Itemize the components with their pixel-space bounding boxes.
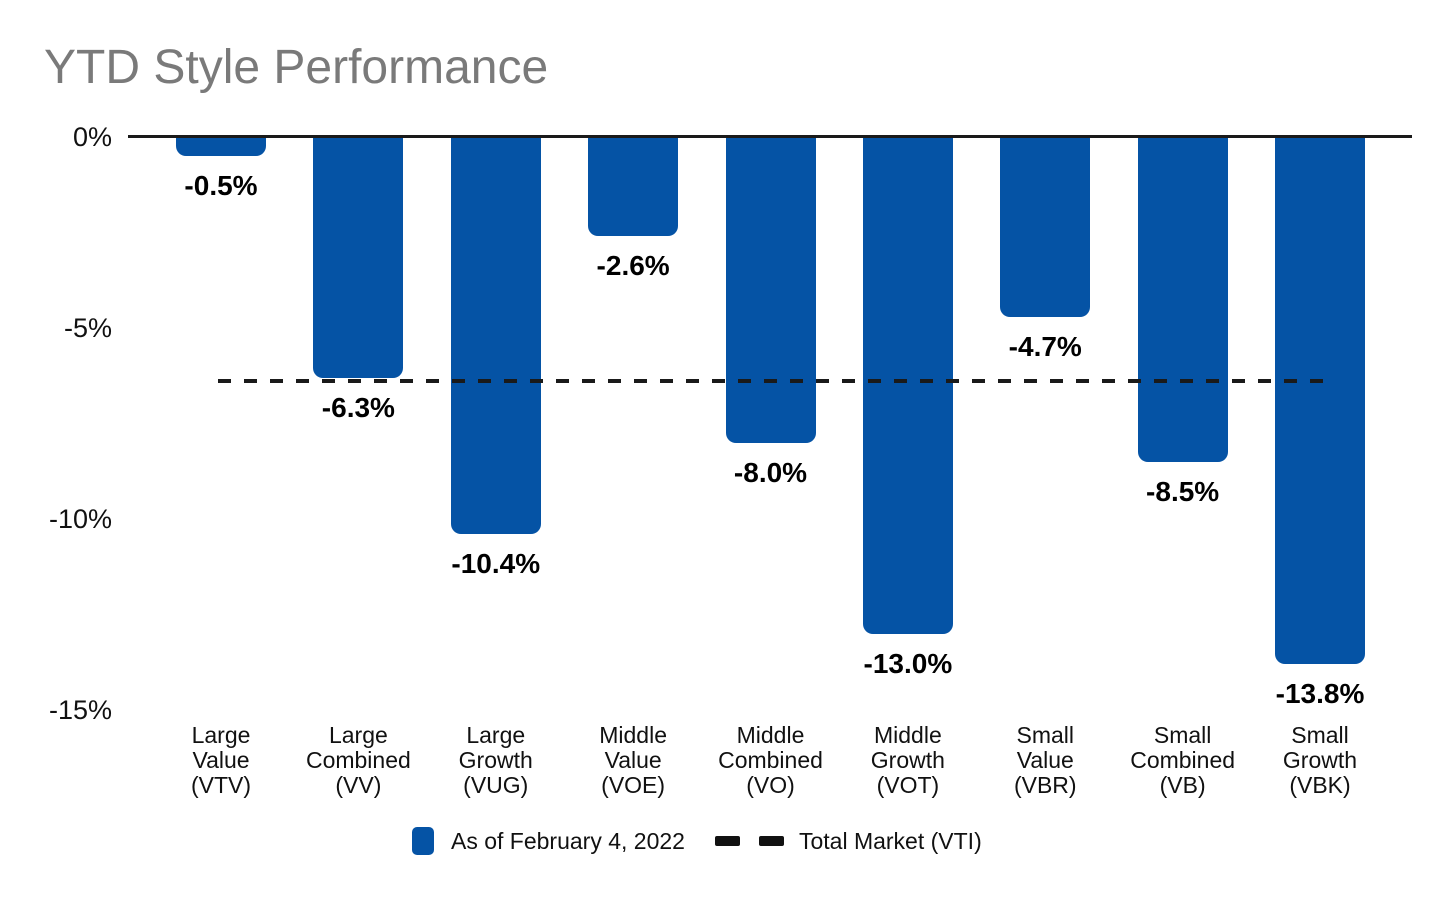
bar-vv	[313, 138, 404, 378]
value-label-vo: -8.0%	[733, 456, 808, 488]
bar-vug	[450, 138, 541, 535]
value-label-vv: -6.3%	[321, 391, 395, 423]
category-label-vot: Middle Growth (VOT)	[870, 722, 945, 798]
bar-vb	[1137, 138, 1228, 462]
category-label-vbk: Small Growth (VBK)	[1282, 722, 1358, 798]
bar-vo	[725, 138, 816, 443]
dashed-line-swatch	[714, 836, 784, 846]
value-label-voe: -2.6%	[596, 250, 670, 282]
category-label-vv: Large Combined (VV)	[305, 722, 411, 798]
y-axis-tick-label: -15%	[48, 695, 112, 725]
y-axis-tick-label: 0%	[72, 122, 112, 152]
legend: As of February 4, 2022 Total Market (VTI…	[412, 824, 982, 858]
bar-vbr	[1000, 138, 1091, 317]
value-label-vbr: -4.7%	[1008, 330, 1082, 362]
bar-voe	[588, 138, 679, 237]
category-label-voe: Middle Value (VOE)	[599, 722, 667, 798]
bar-series-swatch	[412, 827, 434, 855]
category-label-vtv: Large Value (VTV)	[190, 722, 252, 798]
bar-vtv	[176, 138, 266, 157]
value-label-vot: -13.0%	[863, 647, 953, 679]
value-label-vbk: -13.8%	[1275, 678, 1365, 710]
dash-segment	[758, 836, 784, 846]
value-label-vb: -8.5%	[1146, 475, 1220, 507]
bar-vot	[862, 138, 953, 634]
value-label-vug: -10.4%	[451, 548, 541, 580]
category-label-vbr: Small Value (VBR)	[1013, 722, 1077, 798]
total-market-reference-line	[218, 379, 1323, 384]
x-axis-zero-line	[128, 135, 1412, 138]
category-label-vug: Large Growth (VUG)	[458, 722, 533, 798]
category-label-vb: Small Combined (VB)	[1130, 722, 1236, 798]
y-axis-tick-label: -5%	[63, 313, 112, 343]
legend-label-as-of-date: As of February 4, 2022	[451, 827, 685, 854]
category-label-vo: Middle Combined (VO)	[718, 722, 823, 798]
bar-vbk	[1275, 138, 1365, 665]
value-label-vtv: -0.5%	[184, 170, 258, 202]
dash-segment	[714, 836, 740, 846]
chart-title: YTD Style Performance	[44, 41, 549, 94]
y-axis-tick-label: -10%	[48, 504, 112, 534]
legend-label-total-market: Total Market (VTI)	[798, 827, 982, 854]
